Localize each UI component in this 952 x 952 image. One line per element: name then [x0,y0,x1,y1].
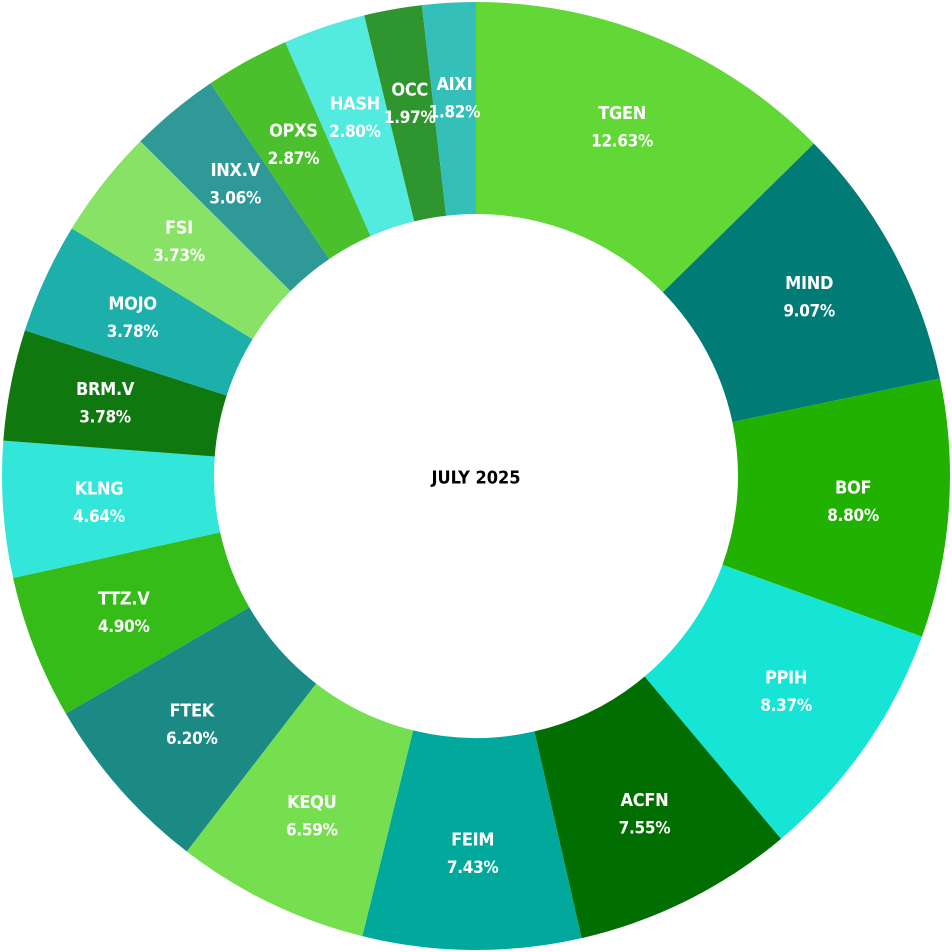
slice-name-label: BRM.V [76,379,135,400]
slice-name-label: TTZ.V [98,589,150,610]
slice-value-label: 4.64% [73,507,125,527]
slice-klng [1,440,221,579]
slice-mojo [24,228,253,396]
slice-name-label: ACFN [621,790,669,811]
slice-value-label: 3.78% [107,322,159,342]
slice-name-label: KEQU [287,792,336,813]
slice-hash [285,15,415,237]
slice-name-label: MOJO [108,294,156,315]
slice-name-label: AIXI [436,74,472,95]
slice-value-label: 4.90% [98,617,150,637]
slice-value-label: 1.82% [429,103,481,123]
slice-ttz-v [13,532,250,714]
slice-value-label: 7.55% [619,818,671,838]
slice-value-label: 3.06% [209,189,261,209]
slice-inx-v [140,83,330,291]
slice-value-label: 8.37% [760,696,812,716]
slice-fsi [71,141,291,340]
slice-value-label: 6.59% [286,820,338,840]
slice-name-label: BOF [835,478,871,499]
slice-value-label: 3.73% [153,246,205,266]
slice-ftek [65,607,317,852]
slice-ppih [644,564,922,839]
slice-value-label: 9.07% [783,301,835,321]
slice-name-label: HASH [330,93,380,114]
donut-labels: TGEN 12.63% MIND 9.07% BOF 8.80% PPIH 8.37% ACFN… [73,74,879,878]
center-label: JULY 2025 [430,468,520,489]
slice-feim [362,730,582,950]
slice-value-label: 3.78% [79,407,131,427]
slice-bof [722,378,950,637]
slice-name-label: PPIH [765,668,807,689]
slice-value-label: 6.20% [166,729,218,749]
slice-name-label: INX.V [211,160,261,181]
slice-value-label: 2.87% [268,149,320,169]
slice-occ [364,5,447,222]
slice-opxs [210,42,371,259]
slice-value-label: 2.80% [329,122,381,142]
slice-tgen [476,2,814,293]
slice-value-label: 1.97% [384,108,436,128]
slice-acfn [534,676,782,939]
slice-value-label: 8.80% [827,506,879,526]
slice-value-label: 12.63% [591,131,653,151]
slice-mind [662,143,940,423]
slice-brm-v [3,330,227,457]
slice-name-label: FEIM [451,829,494,850]
slice-name-label: FTEK [169,701,215,722]
slice-name-label: KLNG [75,478,124,499]
slice-name-label: TGEN [598,103,646,124]
slice-aixi [421,2,476,216]
slice-name-label: MIND [785,273,833,294]
slice-kequ [186,683,414,937]
slice-value-label: 7.43% [447,858,499,878]
slice-name-label: OCC [391,79,428,100]
slice-name-label: OPXS [269,121,318,142]
slice-name-label: FSI [165,218,193,239]
